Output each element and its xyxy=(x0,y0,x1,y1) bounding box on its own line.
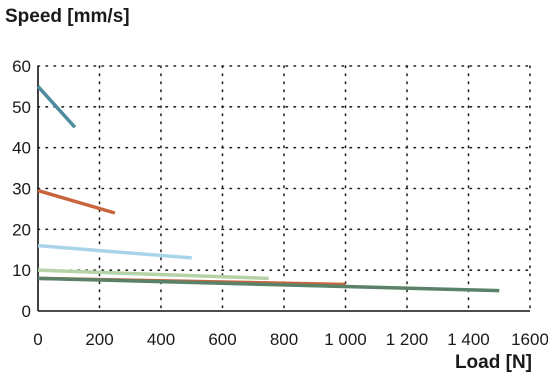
x-tick-label-2: 400 xyxy=(147,330,175,349)
series-line-6 xyxy=(37,276,500,293)
x-tick-label-0: 0 xyxy=(33,330,42,349)
y-tick-label-3: 30 xyxy=(12,180,31,199)
x-tick-label-5: 1 000 xyxy=(324,330,367,349)
series-line-3 xyxy=(37,243,192,260)
grid xyxy=(37,65,531,312)
series-line-4 xyxy=(37,268,269,281)
y-tick-label-5: 50 xyxy=(12,98,31,117)
x-tick-label-1: 200 xyxy=(85,330,113,349)
y-axis-title: Speed [mm/s] xyxy=(5,6,130,27)
x-tick-label-3: 600 xyxy=(208,330,236,349)
y-tick-label-0: 0 xyxy=(22,302,31,321)
x-tick-label-7: 1 400 xyxy=(447,330,490,349)
y-tick-label-4: 40 xyxy=(12,139,31,158)
x-axis-title: Load [N] xyxy=(454,352,532,373)
y-tick-label-2: 20 xyxy=(12,220,31,239)
y-tick-label-6: 60 xyxy=(12,57,31,76)
x-tick-label-4: 800 xyxy=(270,330,298,349)
series-line-2 xyxy=(37,188,116,215)
x-tick-label-6: 1 200 xyxy=(386,330,429,349)
y-tick-label-1: 10 xyxy=(12,261,31,280)
x-tick-label-8: 1600 xyxy=(511,330,548,349)
series-lines xyxy=(36,85,500,293)
series-line-1 xyxy=(36,85,77,129)
